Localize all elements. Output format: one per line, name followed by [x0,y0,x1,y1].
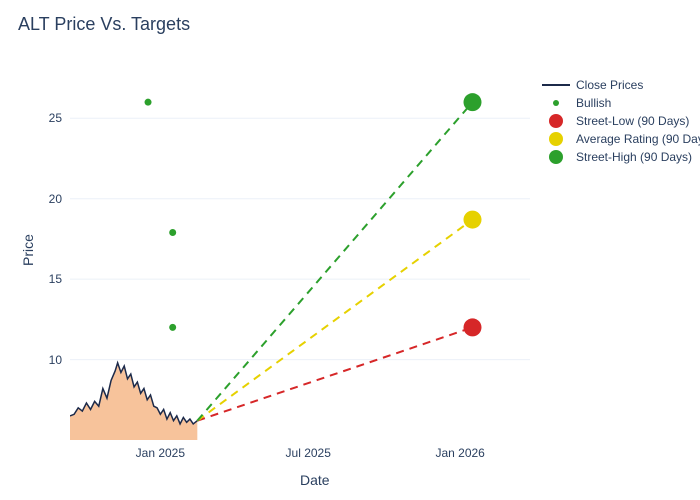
target-marker-low [464,318,482,336]
close-area [70,363,197,440]
plot-svg [70,70,530,440]
y-tick: 15 [49,272,62,286]
bullish-dot [169,229,176,236]
legend-item-low: Street-Low (90 Days) [542,114,700,128]
legend-label: Average Rating (90 Days) [576,132,700,146]
x-tick: Jan 2025 [136,446,185,460]
target-marker-high [464,93,482,111]
chart-title: ALT Price Vs. Targets [18,14,190,35]
x-tick: Jul 2025 [286,446,331,460]
legend: Close Prices Bullish Street-Low (90 Days) A… [542,78,700,168]
y-tick: 25 [49,111,62,125]
chart-container: ALT Price Vs. Targets Price Date 1015202… [0,0,700,500]
legend-label: Street-High (90 Days) [576,150,692,164]
legend-item-avg: Average Rating (90 Days) [542,132,700,146]
y-tick: 20 [49,192,62,206]
legend-swatch [542,78,570,92]
legend-item-bullish: Bullish [542,96,700,110]
legend-item-high: Street-High (90 Days) [542,150,700,164]
legend-label: Street-Low (90 Days) [576,114,689,128]
target-line-avg [197,220,472,421]
legend-swatch [542,150,570,164]
legend-swatch [542,114,570,128]
bullish-dot [169,324,176,331]
y-tick: 10 [49,353,62,367]
plot-area: 10152025Jan 2025Jul 2025Jan 2026 [70,70,530,440]
target-marker-avg [464,211,482,229]
legend-label: Close Prices [576,78,643,92]
legend-label: Bullish [576,96,611,110]
legend-item-close: Close Prices [542,78,700,92]
y-axis-label: Price [20,234,36,266]
x-axis-label: Date [300,472,330,488]
x-tick: Jan 2026 [435,446,484,460]
legend-swatch [542,96,570,110]
legend-swatch [542,132,570,146]
bullish-dot [145,99,152,106]
target-line-high [197,102,472,421]
